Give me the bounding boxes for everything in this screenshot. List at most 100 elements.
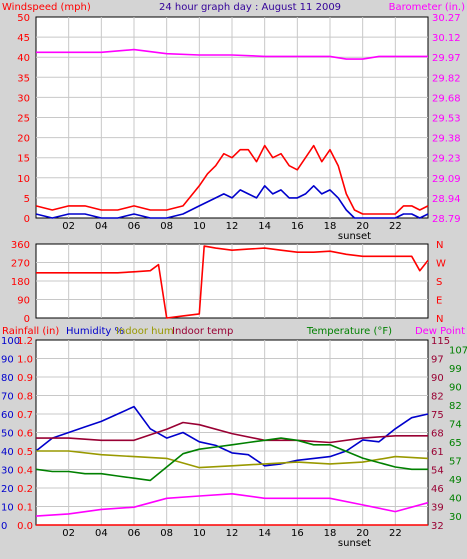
x-tick-label: 14 bbox=[258, 221, 271, 232]
x-tick-label: 20 bbox=[356, 221, 369, 232]
rain-y-tick: 0.0 bbox=[17, 521, 33, 532]
x-tick-label: 10 bbox=[193, 221, 206, 232]
humidity-y-tick: 10 bbox=[1, 503, 14, 514]
rain-y-tick: 0.2 bbox=[17, 484, 33, 495]
direction-y-tick: 270 bbox=[11, 259, 30, 270]
barometer-y-tick: 28.94 bbox=[432, 194, 461, 205]
humidity-y-tick: 60 bbox=[1, 410, 14, 421]
temp-y-tick: 32 bbox=[431, 521, 444, 532]
humidity-y-tick: 40 bbox=[1, 447, 14, 458]
temp-y-tick: 61 bbox=[431, 447, 444, 458]
temp-y-tick-secondary: 74 bbox=[449, 419, 462, 430]
humidity-y-tick: 80 bbox=[1, 373, 14, 384]
sunset-label-lower: sunset bbox=[338, 538, 371, 549]
indoor-temp-line bbox=[36, 421, 428, 444]
rain-y-tick: 0.8 bbox=[17, 392, 33, 403]
barometer-y-tick: 29.09 bbox=[432, 174, 461, 185]
temp-y-tick: 68 bbox=[431, 429, 444, 440]
x-tick-label: 20 bbox=[356, 528, 369, 539]
temp-y-tick-secondary: 30 bbox=[449, 512, 462, 523]
temp-y-tick-secondary: 57 bbox=[449, 456, 462, 467]
temp-y-tick: 39 bbox=[431, 503, 444, 514]
legend-left-0: Rainfall (in) bbox=[2, 326, 59, 337]
barometer-y-tick: 29.82 bbox=[432, 73, 461, 84]
rain-y-tick: 0.6 bbox=[17, 429, 33, 440]
barometer-y-tick: 30.12 bbox=[432, 33, 461, 44]
sunset-label: sunset bbox=[338, 231, 371, 242]
x-tick-label: 08 bbox=[160, 221, 173, 232]
temp-y-tick: 115 bbox=[431, 336, 450, 347]
x-tick-label: 02 bbox=[62, 221, 75, 232]
x-tick-label: 22 bbox=[389, 528, 402, 539]
x-tick-label: 06 bbox=[128, 528, 141, 539]
temp-y-tick-secondary: 49 bbox=[449, 475, 462, 486]
temp-y-tick: 46 bbox=[431, 484, 444, 495]
rain-y-tick: 1.0 bbox=[17, 355, 33, 366]
rain-y-tick: 0.7 bbox=[17, 410, 33, 421]
wind-y-tick: 50 bbox=[17, 13, 30, 24]
temp-y-tick: 90 bbox=[431, 373, 444, 384]
direction-y-tick: 360 bbox=[11, 240, 30, 251]
humidity-y-tick: 50 bbox=[1, 429, 14, 440]
temp-y-tick: 75 bbox=[431, 410, 444, 421]
dew-point-line bbox=[35, 492, 429, 517]
chart-title: 24 hour graph day : August 11 2009 bbox=[159, 2, 341, 13]
barometer-y-tick: 29.38 bbox=[432, 134, 461, 145]
legend-dew-point: Dew Point bbox=[415, 326, 465, 337]
temp-y-tick: 54 bbox=[431, 466, 444, 477]
x-tick-label: 12 bbox=[226, 221, 239, 232]
x-tick-label: 16 bbox=[291, 528, 304, 539]
wind-y-tick: 0 bbox=[24, 214, 30, 225]
temp-y-tick: 82 bbox=[431, 392, 444, 403]
barometer-y-tick: 30.27 bbox=[432, 13, 461, 24]
temp-y-tick-secondary: 82 bbox=[449, 401, 462, 412]
wind-y-tick: 45 bbox=[17, 33, 30, 44]
humidity-y-tick: 70 bbox=[1, 392, 14, 403]
direction-y-tick: 180 bbox=[11, 277, 30, 288]
wind-gust-line bbox=[35, 144, 429, 215]
wind-y-tick: 5 bbox=[24, 194, 30, 205]
wind-y-tick: 25 bbox=[17, 114, 30, 125]
direction-y-tick: 0 bbox=[24, 314, 30, 325]
humidity-y-tick: 90 bbox=[1, 355, 14, 366]
humidity-y-tick: 30 bbox=[1, 466, 14, 477]
barometer-y-tick: 28.79 bbox=[432, 214, 461, 225]
barometer-y-tick: 29.68 bbox=[432, 93, 461, 104]
temp-y-tick: 97 bbox=[431, 355, 444, 366]
compass-label: S bbox=[436, 277, 442, 288]
x-tick-label: 18 bbox=[324, 221, 337, 232]
x-tick-label: 08 bbox=[160, 528, 173, 539]
rain-y-tick: 0.1 bbox=[17, 503, 33, 514]
temp-y-tick-secondary: 107 bbox=[449, 345, 467, 356]
legend-temperature: Temperature (°F) bbox=[306, 326, 392, 337]
rain-y-tick: 0.9 bbox=[17, 373, 33, 384]
legend-left-3: Indoor temp bbox=[172, 326, 233, 337]
compass-label: E bbox=[436, 296, 442, 307]
x-tick-label: 18 bbox=[324, 528, 337, 539]
barometer-y-tick: 29.97 bbox=[432, 53, 461, 64]
temperature-line bbox=[35, 437, 428, 482]
rain-y-tick: 0.4 bbox=[17, 466, 33, 477]
x-tick-label: 02 bbox=[62, 528, 75, 539]
x-tick-label: 12 bbox=[226, 528, 239, 539]
legend-left-2: Indoor hum bbox=[116, 326, 174, 337]
x-tick-label: 04 bbox=[95, 221, 108, 232]
humidity-y-tick: 0 bbox=[1, 521, 7, 532]
wind-direction-line bbox=[36, 245, 429, 319]
temp-y-tick-secondary: 90 bbox=[449, 382, 462, 393]
barometer-line bbox=[36, 48, 428, 60]
wind-y-tick: 30 bbox=[17, 93, 30, 104]
humidity-y-tick: 20 bbox=[1, 484, 14, 495]
legend-left-1: Humidity % bbox=[66, 326, 124, 337]
temp-y-tick-secondary: 65 bbox=[449, 438, 462, 449]
wind-y-tick: 35 bbox=[17, 73, 30, 84]
direction-y-tick: 90 bbox=[17, 296, 30, 307]
compass-label: N bbox=[436, 240, 443, 251]
x-tick-label: 16 bbox=[291, 221, 304, 232]
humidity-y-tick: 100 bbox=[1, 336, 20, 347]
compass-label: W bbox=[436, 259, 446, 270]
barometer-axis-label: Barometer (in.) bbox=[389, 2, 465, 13]
rain-y-tick: 0.5 bbox=[17, 447, 33, 458]
wind-y-tick: 10 bbox=[17, 174, 30, 185]
